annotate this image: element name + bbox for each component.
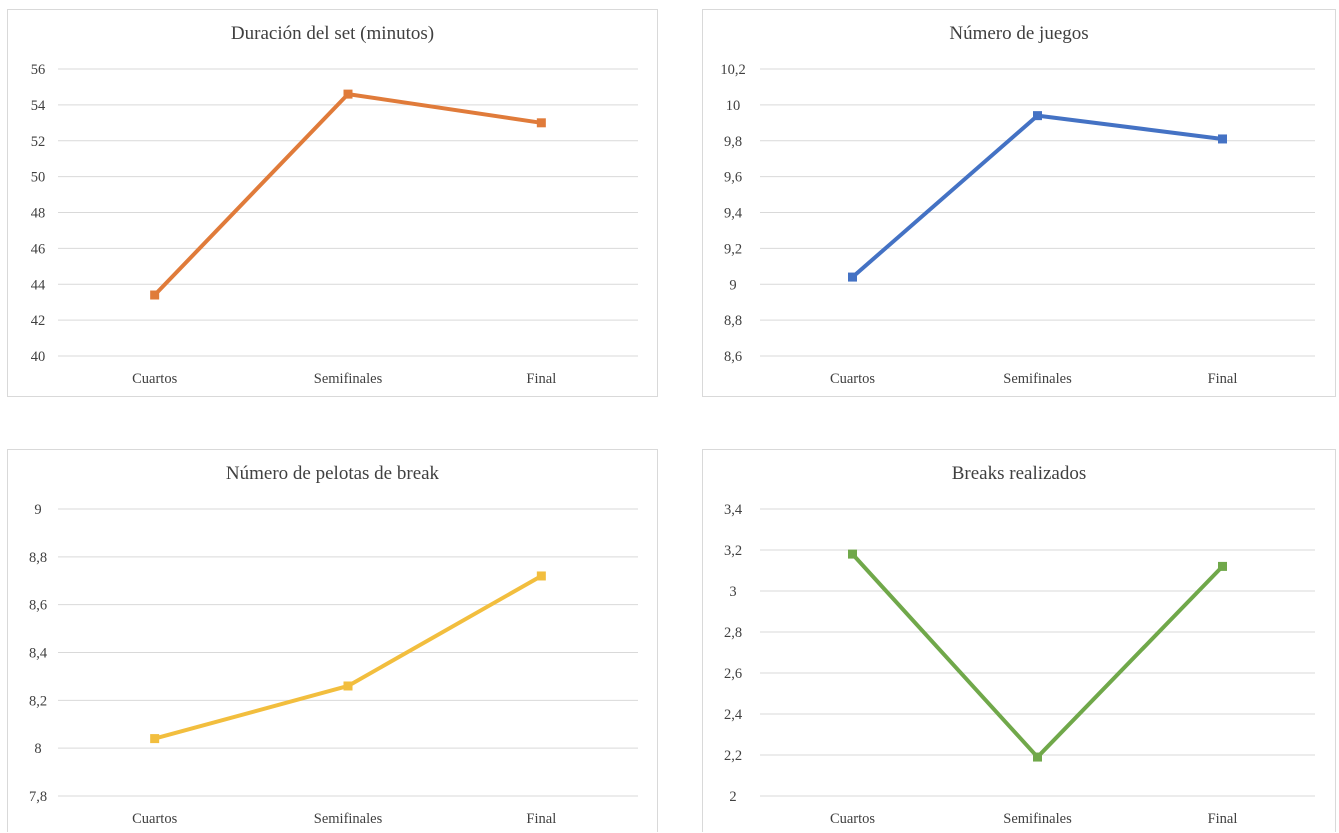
y-tick-label: 9,2 — [724, 241, 742, 257]
data-point — [848, 272, 857, 282]
y-tick-label: 42 — [31, 313, 46, 329]
y-tick-label: 2 — [729, 789, 736, 805]
chart-title: Número de juegos — [949, 23, 1089, 44]
y-tick-label: 7,8 — [29, 789, 47, 805]
data-point — [536, 118, 546, 128]
data-point — [1033, 111, 1042, 121]
y-tick-label: 10,2 — [720, 62, 745, 78]
chart-panel-set-duration: Duración del set (minutos) 40 42 44 46 48 50 5… — [7, 9, 658, 397]
data-point — [536, 571, 546, 581]
chart-panel-breaks: Breaks realizados 2 2,2 2,4 2,6 2,8 3 3,2 3,4 Cu… — [702, 449, 1336, 832]
data-point — [1218, 561, 1227, 571]
y-tick-label: 52 — [31, 134, 46, 150]
y-tick-label: 8,8 — [29, 550, 47, 566]
y-tick-label: 48 — [31, 206, 46, 222]
chart-panel-break-points: Número de pelotas de break 7,8 8 8,2 8,4 8,6… — [7, 449, 658, 832]
data-point — [848, 549, 857, 559]
y-tick-label: 2,4 — [724, 707, 743, 723]
y-tick-label: 8,2 — [29, 693, 47, 709]
x-tick-label: Semifinales — [314, 811, 383, 827]
chart-panel-games: Número de juegos 8,6 8,8 9 9,2 9,4 9,6 9,8 10 10… — [702, 9, 1336, 397]
line-chart: 40 42 44 46 48 50 52 54 56 Cuartos Semifinales Fina… — [31, 62, 638, 387]
x-tick-label: Final — [526, 371, 556, 387]
y-tick-label: 9 — [729, 277, 736, 293]
y-tick-label: 8,8 — [724, 313, 742, 329]
x-tick-label: Cuartos — [830, 371, 875, 387]
y-tick-label: 9 — [34, 502, 41, 518]
data-point — [343, 681, 353, 691]
chart-title: Duración del set (minutos) — [230, 23, 435, 44]
y-tick-label: 44 — [31, 277, 46, 293]
y-tick-label: 9,6 — [724, 170, 742, 186]
x-tick-label: Cuartos — [132, 811, 177, 827]
data-point — [343, 89, 353, 99]
y-tick-label: 8 — [34, 741, 41, 757]
y-tick-label: 8,4 — [29, 646, 48, 662]
y-tick-label: 2,2 — [724, 748, 742, 764]
y-tick-label: 3 — [729, 584, 736, 600]
y-tick-label: 9,8 — [724, 134, 742, 150]
line-chart: 7,8 8 8,2 8,4 8,6 8,8 9 Cuartos Semifinales Final — [29, 502, 638, 827]
y-tick-label: 3,4 — [724, 502, 743, 518]
series-line — [850, 552, 1225, 760]
line-chart: 2 2,2 2,4 2,6 2,8 3 3,2 3,4 Cuartos Semifinales Fi… — [724, 502, 1315, 827]
x-tick-label: Semifinales — [1003, 811, 1072, 827]
chart-title: Número de pelotas de break — [225, 463, 440, 484]
data-point — [150, 290, 160, 300]
y-tick-label: 8,6 — [29, 598, 47, 614]
y-tick-label: 56 — [31, 62, 46, 78]
x-tick-label: Final — [1208, 371, 1238, 387]
y-tick-label: 10 — [726, 98, 741, 114]
x-tick-label: Cuartos — [132, 371, 177, 387]
y-tick-label: 9,4 — [724, 206, 743, 222]
x-tick-label: Cuartos — [830, 811, 875, 827]
y-tick-label: 46 — [31, 241, 46, 257]
series-line — [152, 92, 544, 298]
data-point — [150, 734, 160, 744]
y-tick-label: 2,8 — [724, 625, 742, 641]
x-tick-label: Semifinales — [1003, 371, 1072, 387]
y-tick-label: 2,6 — [724, 666, 742, 682]
x-tick-label: Final — [1208, 811, 1238, 827]
data-point — [1218, 134, 1227, 144]
y-tick-label: 8,6 — [724, 349, 742, 365]
y-tick-label: 40 — [31, 349, 46, 365]
series-line — [850, 113, 1225, 280]
x-tick-label: Semifinales — [314, 371, 383, 387]
y-tick-label: 3,2 — [724, 543, 742, 559]
line-chart: 8,6 8,8 9 9,2 9,4 9,6 9,8 10 10,2 Cuartos Semifina… — [720, 62, 1315, 387]
chart-title: Breaks realizados — [951, 463, 1087, 484]
x-tick-label: Final — [526, 811, 556, 827]
y-tick-label: 50 — [31, 170, 46, 186]
series-line — [152, 573, 544, 741]
y-tick-label: 54 — [31, 98, 46, 114]
data-point — [1033, 752, 1042, 762]
